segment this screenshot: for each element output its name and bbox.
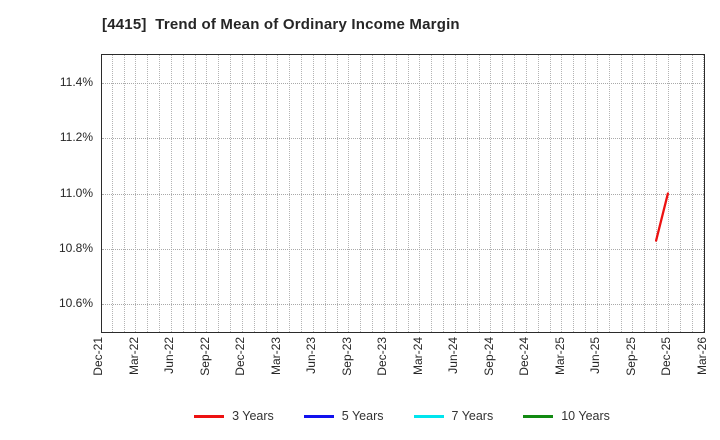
legend-item-5-years: 5 Years: [303, 409, 384, 423]
x-axis-tick-label: Sep-22: [197, 337, 212, 376]
x-axis-tick-label: Dec-23: [375, 337, 390, 376]
legend: 3 Years 5 Years 7 Years 10 Years: [101, 405, 703, 427]
x-axis-tick-label: Dec-22: [233, 337, 248, 376]
y-axis-tick-label: 11.0%: [59, 185, 93, 200]
x-axis-tick-label: Mar-26: [694, 337, 709, 376]
x-axis-tick-label: Mar-22: [126, 337, 141, 376]
series-line-3-years: [654, 192, 670, 242]
legend-line-swatch: [413, 414, 444, 418]
gridline-horizontal: [102, 82, 704, 84]
plot-area: [101, 54, 705, 333]
y-axis-tick-label: 11.4%: [59, 74, 93, 89]
y-axis-tick-label: 10.6%: [58, 296, 93, 311]
x-axis-tick-label: Jun-22: [162, 337, 177, 374]
legend-line-swatch: [303, 414, 334, 418]
legend-label: 7 Years: [451, 409, 494, 423]
y-axis-tick-label: 11.2%: [59, 130, 93, 145]
x-axis-tick-label: Sep-23: [339, 337, 354, 376]
x-axis-tick-label: Mar-24: [410, 337, 425, 376]
legend-line-swatch: [523, 414, 554, 418]
gridline-horizontal: [102, 193, 704, 195]
x-axis-tick-label: Dec-25: [659, 337, 674, 376]
legend-item-7-years: 7 Years: [413, 409, 494, 423]
chart-title: [4415] Trend of Mean of Ordinary Income …: [102, 16, 460, 33]
x-axis-tick-label: Mar-25: [552, 337, 567, 376]
legend-label: 5 Years: [341, 409, 384, 423]
x-axis-tick-label: Sep-24: [481, 337, 496, 376]
legend-label: 3 Years: [232, 409, 274, 423]
x-axis-tick-label: Mar-23: [268, 337, 283, 376]
x-axis-tick-label: Jun-24: [446, 337, 461, 374]
x-axis-tick-label: Sep-25: [623, 337, 638, 376]
x-axis-tick-label: Jun-25: [588, 337, 603, 374]
gridline-horizontal: [102, 138, 704, 140]
x-axis-tick-label: Dec-21: [91, 337, 106, 376]
gridline-horizontal: [102, 248, 704, 250]
y-axis-tick-label: 10.8%: [58, 240, 93, 255]
gridline-horizontal: [102, 304, 704, 306]
legend-item-10-years: 10 Years: [523, 409, 610, 423]
legend-item-3-years: 3 Years: [194, 409, 274, 423]
x-axis-tick-label: Jun-23: [304, 337, 319, 374]
legend-label: 10 Years: [561, 409, 610, 423]
series-layer: [654, 192, 670, 242]
x-axis-tick-label: Dec-24: [517, 337, 532, 376]
legend-line-swatch: [194, 414, 225, 418]
